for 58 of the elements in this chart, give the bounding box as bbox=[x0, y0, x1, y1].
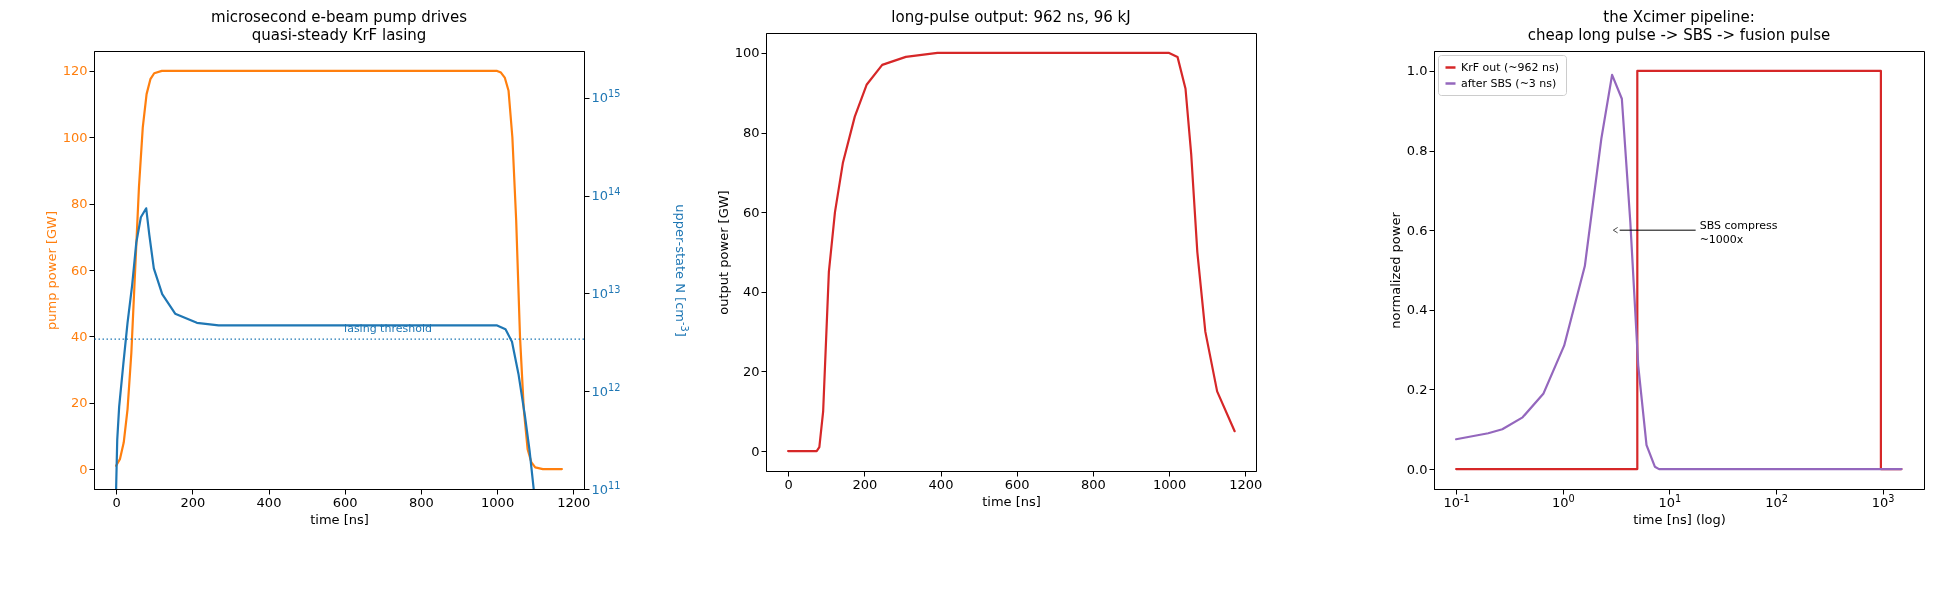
y-tick-label: 0.2 bbox=[1406, 381, 1428, 397]
x-axis-title: time [ns] (log) bbox=[1633, 511, 1726, 527]
x-tick-label: 1200 bbox=[1229, 476, 1263, 492]
chart-title: microsecond e-beam pump drives quasi-steady KrF lasing bbox=[211, 8, 468, 44]
x-tick-label: 1000 bbox=[481, 494, 515, 510]
legend-label: after SBS (~3 ns) bbox=[1461, 76, 1557, 90]
chart-title: the Xcimer pipeline: cheap long pulse -> SBS -> fusion pulse bbox=[1527, 8, 1831, 44]
x-axis-title: time [ns] bbox=[310, 511, 369, 527]
x-tick-label: 800 bbox=[409, 494, 434, 510]
y2-tick-label: 10$^{11}$ bbox=[591, 479, 621, 497]
x-tick-label: 800 bbox=[1081, 476, 1106, 492]
y-tick-label: 100 bbox=[62, 129, 88, 145]
x-tick-label: 600 bbox=[1004, 476, 1030, 492]
x-tick-label: 0 bbox=[112, 494, 121, 510]
y2-tick-label: 10$^{12}$ bbox=[591, 381, 621, 399]
y-tick-label: 0.4 bbox=[1406, 302, 1428, 318]
x-tick-label: 1000 bbox=[1153, 476, 1187, 492]
legend-label: KrF out (~962 ns) bbox=[1461, 60, 1560, 74]
y-axis-title: output power [GW] bbox=[715, 190, 731, 315]
y-tick-label: 120 bbox=[62, 63, 88, 79]
y2-tick-label: 10$^{14}$ bbox=[591, 185, 621, 204]
y2-tick-label: 10$^{13}$ bbox=[591, 283, 621, 301]
x-tick-label: 10$^{1}$ bbox=[1658, 492, 1682, 510]
ref-line-label: lasing threshold bbox=[344, 322, 432, 336]
y-tick-label: 0.6 bbox=[1406, 222, 1428, 238]
y-tick-label: 20 bbox=[70, 395, 88, 411]
y-tick-label: 80 bbox=[742, 125, 760, 141]
x-tick-label: 10$^{2}$ bbox=[1765, 492, 1788, 510]
y-tick-label: 80 bbox=[70, 196, 88, 212]
y-tick-label: 0.8 bbox=[1406, 143, 1428, 159]
y-tick-label: 0 bbox=[79, 461, 88, 477]
y-tick-label: 1.0 bbox=[1406, 63, 1428, 79]
x-tick-label: 400 bbox=[928, 476, 954, 492]
y2-tick-label: 10$^{15}$ bbox=[591, 87, 621, 106]
chart-title: long-pulse output: 962 ns, 96 kJ bbox=[891, 8, 1131, 26]
y-tick-label: 60 bbox=[742, 204, 760, 220]
line-series bbox=[115, 69, 563, 471]
annotation: SBS compress ~1000x bbox=[1699, 219, 1778, 247]
y-tick-label: 0.0 bbox=[1406, 461, 1428, 477]
y-axis-title: pump power [GW] bbox=[43, 211, 59, 330]
y-tick-label: 0 bbox=[751, 443, 760, 459]
y-axis-title: normalized power bbox=[1387, 211, 1403, 329]
y-tick-label: 20 bbox=[742, 363, 760, 379]
x-tick-label: 200 bbox=[180, 494, 206, 510]
y-tick-label: 40 bbox=[742, 284, 760, 300]
x-tick-label: 600 bbox=[332, 494, 358, 510]
x-axis-title: time [ns] bbox=[982, 493, 1041, 509]
x-tick-label: 0 bbox=[784, 476, 793, 492]
x-tick-label: 400 bbox=[256, 494, 282, 510]
y-tick-label: 40 bbox=[70, 328, 88, 344]
x-tick-label: 1200 bbox=[557, 494, 591, 510]
y-tick-label: 60 bbox=[70, 262, 88, 278]
x-tick-label: 10$^{0}$ bbox=[1551, 492, 1575, 510]
x-tick-label: 200 bbox=[852, 476, 878, 492]
x-tick-label: 10$^{-1}$ bbox=[1443, 492, 1470, 510]
line-series bbox=[787, 51, 1236, 453]
y-tick-label: 100 bbox=[734, 45, 760, 61]
x-tick-label: 10$^{3}$ bbox=[1871, 492, 1895, 510]
